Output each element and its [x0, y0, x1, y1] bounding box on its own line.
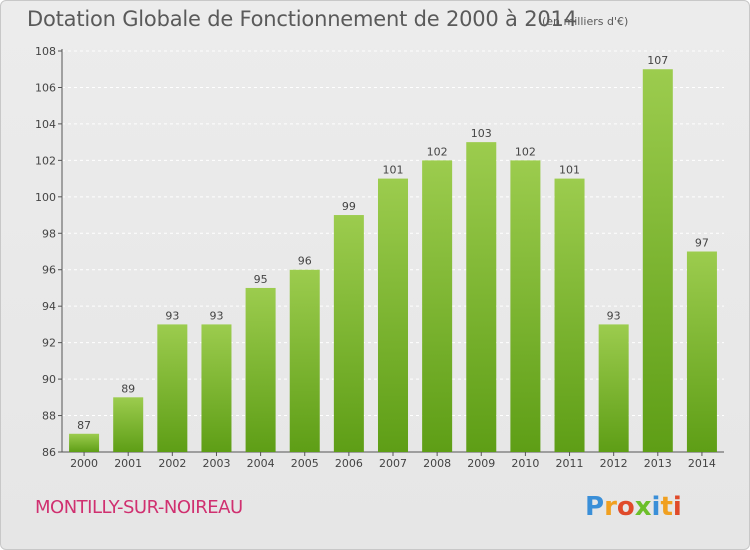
bar-2004 [245, 287, 276, 452]
value-label: 93 [607, 309, 621, 322]
chart-subtitle: (en milliers d'€) [542, 15, 629, 28]
bar-2001 [113, 397, 144, 452]
value-label: 102 [427, 145, 448, 158]
value-label: 99 [342, 200, 356, 213]
x-tick-label: 2010 [511, 457, 539, 470]
value-label: 89 [121, 382, 135, 395]
y-tick-label: 102 [35, 154, 56, 167]
x-tick-label: 2001 [114, 457, 142, 470]
x-tick-label: 2005 [291, 457, 319, 470]
value-label: 87 [77, 419, 91, 432]
y-tick-label: 100 [35, 191, 56, 204]
y-tick-label: 96 [42, 264, 56, 277]
bar-2003 [201, 324, 232, 452]
bar-2006 [333, 215, 364, 452]
y-tick-label: 108 [35, 45, 56, 58]
bar-2011 [554, 178, 585, 452]
value-label: 97 [695, 237, 709, 250]
x-tick-label: 2008 [423, 457, 451, 470]
bar-2002 [157, 324, 188, 452]
bar-2013 [642, 69, 673, 453]
x-tick-label: 2004 [247, 457, 275, 470]
value-label: 107 [647, 54, 668, 67]
y-tick-label: 92 [42, 337, 56, 350]
y-tick-label: 94 [42, 300, 56, 313]
y-tick-label: 104 [35, 118, 56, 131]
bar-2009 [466, 142, 497, 453]
bar-2005 [289, 269, 320, 452]
y-tick-label: 88 [42, 410, 56, 423]
bar-2007 [377, 178, 409, 452]
value-label: 95 [254, 273, 268, 286]
proxiti-logo: Proxiti [585, 492, 682, 522]
value-label: 93 [165, 309, 179, 322]
x-tick-label: 2007 [379, 457, 407, 470]
labels: 86 88 90 92 94 96 98 100 102 104 106 108 87 2000 89 200… [35, 45, 716, 470]
value-label: 102 [515, 145, 536, 158]
value-label: 96 [298, 255, 312, 268]
value-label: 101 [383, 164, 404, 177]
y-tick-label: 98 [42, 227, 56, 240]
x-tick-label: 2014 [688, 457, 716, 470]
x-tick-label: 2012 [600, 457, 628, 470]
y-tick-label: 106 [35, 81, 56, 94]
bar-2000 [69, 433, 100, 452]
x-tick-label: 2011 [556, 457, 584, 470]
y-tick-label: 90 [42, 373, 56, 386]
x-tick-label: 2009 [467, 457, 495, 470]
bar-2008 [422, 160, 453, 452]
value-label: 103 [471, 127, 492, 140]
chart-title: Dotation Globale de Fonctionnement de 20… [27, 7, 577, 31]
y-tick-label: 86 [42, 446, 56, 459]
value-label: 101 [559, 164, 580, 177]
x-tick-label: 2000 [70, 457, 98, 470]
bar-2010 [510, 160, 541, 452]
x-tick-label: 2006 [335, 457, 363, 470]
x-tick-label: 2013 [644, 457, 672, 470]
bar-2014 [686, 251, 717, 452]
svg-text:Proxiti: Proxiti [585, 492, 682, 522]
x-tick-label: 2002 [158, 457, 186, 470]
commune-name: MONTILLY-SUR-NOIREAU [35, 497, 243, 518]
bar-2012 [598, 324, 629, 452]
value-label: 93 [209, 309, 223, 322]
x-tick-label: 2003 [202, 457, 230, 470]
bars [69, 69, 717, 453]
